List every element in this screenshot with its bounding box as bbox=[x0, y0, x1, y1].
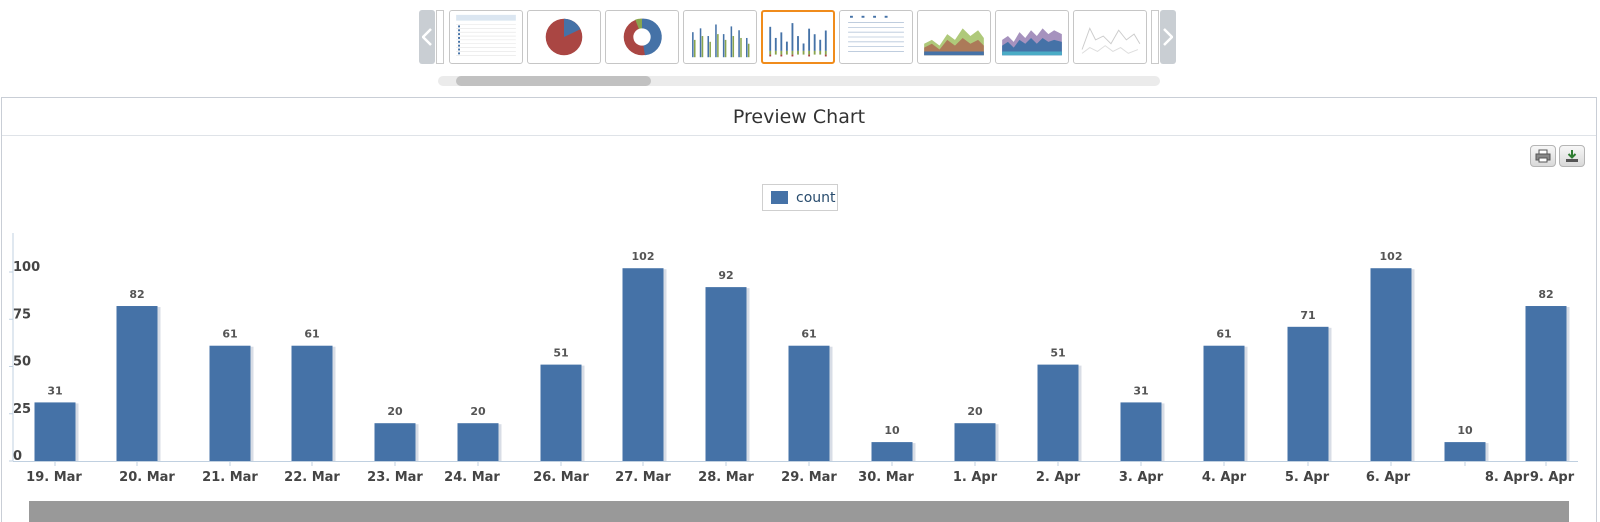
thumbnail-scrollbar-thumb[interactable] bbox=[456, 76, 651, 86]
bar[interactable] bbox=[1203, 345, 1245, 461]
data-label: 31 bbox=[47, 384, 62, 397]
x-tick-label: 9. Apr bbox=[1530, 470, 1575, 485]
bar[interactable] bbox=[540, 364, 582, 461]
bar[interactable] bbox=[1370, 268, 1412, 461]
data-label: 20 bbox=[967, 405, 983, 418]
chevron-right-icon bbox=[1163, 28, 1173, 46]
data-label: 51 bbox=[1050, 347, 1065, 360]
thumbnail-scrollbar[interactable] bbox=[438, 76, 1160, 86]
y-tick-label: 50 bbox=[13, 355, 31, 370]
bar[interactable] bbox=[374, 423, 416, 461]
data-label: 82 bbox=[1538, 288, 1553, 301]
bar[interactable] bbox=[1525, 306, 1567, 461]
legend-label: count bbox=[796, 189, 836, 206]
chart-thumbnail-strip bbox=[419, 10, 1177, 64]
bar[interactable] bbox=[1037, 364, 1079, 461]
data-label: 61 bbox=[801, 328, 816, 341]
data-label: 10 bbox=[884, 424, 900, 437]
data-label: 92 bbox=[718, 269, 733, 282]
legend-swatch bbox=[771, 191, 788, 204]
thumbnail-partial-right bbox=[1151, 10, 1159, 64]
bar[interactable] bbox=[116, 306, 158, 461]
export-button[interactable] bbox=[1559, 145, 1585, 167]
data-label: 10 bbox=[1457, 424, 1473, 437]
bar[interactable] bbox=[871, 442, 913, 461]
bar[interactable] bbox=[209, 345, 251, 461]
bar[interactable] bbox=[1120, 402, 1162, 461]
x-tick-label: 3. Apr bbox=[1119, 470, 1164, 485]
data-label: 31 bbox=[1133, 384, 1148, 397]
x-tick-label: 21. Mar bbox=[202, 470, 258, 485]
download-icon bbox=[1566, 150, 1578, 162]
y-tick-label: 0 bbox=[13, 449, 22, 464]
x-tick-label: 24. Mar bbox=[444, 470, 500, 485]
x-tick-label: 1. Apr bbox=[953, 470, 998, 485]
x-tick-label: 5. Apr bbox=[1285, 470, 1330, 485]
x-tick-label: 23. Mar bbox=[367, 470, 423, 485]
bar[interactable] bbox=[788, 345, 830, 461]
data-label: 51 bbox=[553, 347, 568, 360]
panel-title: Preview Chart bbox=[2, 98, 1596, 136]
data-label: 102 bbox=[632, 250, 655, 263]
data-label: 71 bbox=[1300, 309, 1315, 322]
print-icon bbox=[1535, 149, 1551, 163]
x-tick-label: 28. Mar bbox=[698, 470, 754, 485]
bar[interactable] bbox=[1444, 442, 1486, 461]
bar[interactable] bbox=[34, 402, 76, 461]
x-tick-label: 19. Mar bbox=[26, 470, 82, 485]
bar[interactable] bbox=[622, 268, 664, 461]
x-tick-label: 8. Apr bbox=[1485, 470, 1530, 485]
thumb-grouped-bar[interactable] bbox=[683, 10, 757, 64]
x-tick-label: 22. Mar bbox=[284, 470, 340, 485]
chart-legend[interactable]: count bbox=[762, 184, 838, 211]
thumb-line[interactable] bbox=[1073, 10, 1147, 64]
x-tick-label: 27. Mar bbox=[615, 470, 671, 485]
data-label: 61 bbox=[1216, 328, 1231, 341]
y-tick-label: 75 bbox=[13, 307, 31, 322]
thumb-stacked-area[interactable] bbox=[995, 10, 1069, 64]
print-button[interactable] bbox=[1530, 145, 1556, 167]
data-label: 82 bbox=[129, 288, 144, 301]
chart-navigator[interactable] bbox=[29, 501, 1569, 522]
thumb-line-list[interactable] bbox=[839, 10, 913, 64]
x-tick-label: 30. Mar bbox=[858, 470, 914, 485]
x-tick-label: 2. Apr bbox=[1036, 470, 1081, 485]
thumbnails-next-button[interactable] bbox=[1160, 10, 1176, 64]
data-label: 61 bbox=[222, 328, 237, 341]
bar[interactable] bbox=[1287, 326, 1329, 461]
x-tick-label: 29. Mar bbox=[781, 470, 837, 485]
thumb-donut[interactable] bbox=[605, 10, 679, 64]
bar[interactable] bbox=[705, 287, 747, 461]
thumb-stacked-bar[interactable] bbox=[761, 10, 835, 64]
chevron-left-icon bbox=[422, 28, 432, 46]
thumbnails-prev-button[interactable] bbox=[419, 10, 435, 64]
x-tick-label: 4. Apr bbox=[1202, 470, 1247, 485]
thumb-area[interactable] bbox=[917, 10, 991, 64]
y-tick-label: 100 bbox=[13, 260, 40, 275]
data-label: 20 bbox=[470, 405, 486, 418]
x-tick-label: 26. Mar bbox=[533, 470, 589, 485]
data-label: 102 bbox=[1380, 250, 1403, 263]
data-label: 61 bbox=[304, 328, 319, 341]
data-label: 20 bbox=[387, 405, 403, 418]
thumbnail-partial-left bbox=[436, 10, 444, 64]
thumb-table[interactable] bbox=[449, 10, 523, 64]
y-tick-label: 25 bbox=[13, 402, 31, 417]
bar[interactable] bbox=[291, 345, 333, 461]
bar[interactable] bbox=[457, 423, 499, 461]
x-tick-label: 6. Apr bbox=[1366, 470, 1411, 485]
x-tick-label: 20. Mar bbox=[119, 470, 175, 485]
bar[interactable] bbox=[954, 423, 996, 461]
thumb-pie[interactable] bbox=[527, 10, 601, 64]
